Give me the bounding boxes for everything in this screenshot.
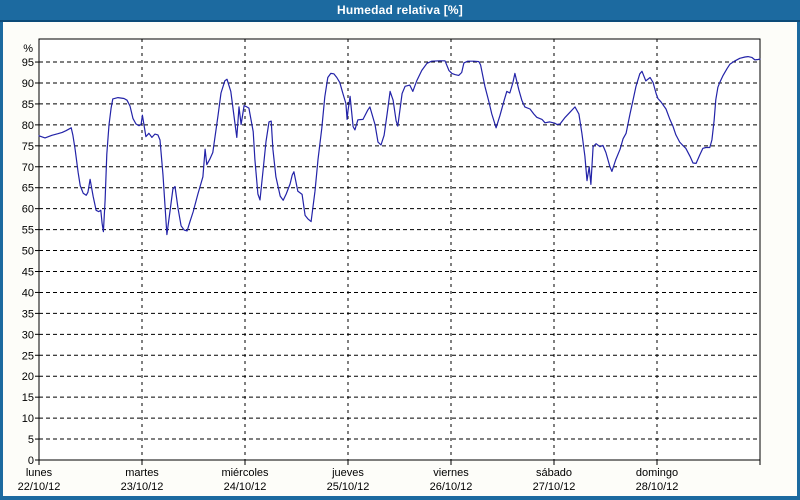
y-tick-label: 15 (22, 392, 34, 404)
x-day-name-label: jueves (331, 467, 364, 479)
y-tick-label: 85 (22, 99, 34, 111)
humidity-chart-svg: 0 5 10 15 20 25 30 35 40 45 50 55 60 65 70 75 80 85 90 95% l… (18, 38, 761, 493)
y-tick-label: 80 (22, 120, 34, 132)
x-day-date-label: 28/10/12 (636, 481, 679, 493)
y-axis-unit-label: % (23, 43, 33, 55)
x-day-name-label: miércoles (221, 467, 269, 479)
y-axis-labels: 0 5 10 15 20 25 30 35 40 45 50 55 60 65 70 75 80 85 90 95% (22, 43, 39, 467)
x-day-name-label: sábado (536, 467, 572, 479)
x-day-name-label: domingo (636, 467, 678, 479)
x-day-date-label: 22/10/12 (18, 481, 61, 493)
x-day-date-label: 23/10/12 (121, 481, 164, 493)
y-tick-label: 75 (22, 141, 34, 153)
window-titlebar: Humedad relativa [%] (0, 0, 800, 22)
y-tick-label: 20 (22, 371, 34, 383)
x-day-name-label: viernes (433, 467, 469, 479)
x-day-date-label: 26/10/12 (430, 481, 473, 493)
y-tick-label: 95 (22, 57, 34, 69)
axis-frame (38, 38, 761, 461)
y-tick-label: 45 (22, 266, 34, 278)
vertical-gridlines (141, 39, 658, 460)
humidity-line (38, 56, 761, 236)
x-day-name-label: lunes (26, 467, 53, 479)
horizontal-gridlines (39, 61, 760, 440)
y-tick-label: 60 (22, 204, 34, 216)
y-tick-label: 5 (28, 434, 34, 446)
x-axis-ticks (38, 460, 761, 465)
y-tick-label: 55 (22, 225, 34, 237)
x-day-date-label: 24/10/12 (224, 481, 267, 493)
y-tick-label: 70 (22, 162, 34, 174)
y-tick-label: 35 (22, 308, 34, 320)
y-tick-label: 0 (28, 455, 34, 467)
y-tick-label: 65 (22, 183, 34, 195)
y-tick-label: 50 (22, 246, 34, 258)
y-tick-label: 90 (22, 78, 34, 90)
y-tick-label: 25 (22, 350, 34, 362)
y-tick-label: 40 (22, 287, 34, 299)
x-day-date-label: 27/10/12 (533, 481, 576, 493)
y-tick-label: 30 (22, 329, 34, 341)
x-day-name-label: martes (125, 467, 159, 479)
chart-panel: 0 5 10 15 20 25 30 35 40 45 50 55 60 65 70 75 80 85 90 95% l… (3, 22, 797, 496)
x-axis-labels: lunes 22/10/12 martes 23/10/12 miércoles 24/1… (18, 467, 679, 493)
x-day-date-label: 25/10/12 (327, 481, 370, 493)
window-title: Humedad relativa [%] (336, 3, 464, 17)
y-tick-label: 10 (22, 413, 34, 425)
